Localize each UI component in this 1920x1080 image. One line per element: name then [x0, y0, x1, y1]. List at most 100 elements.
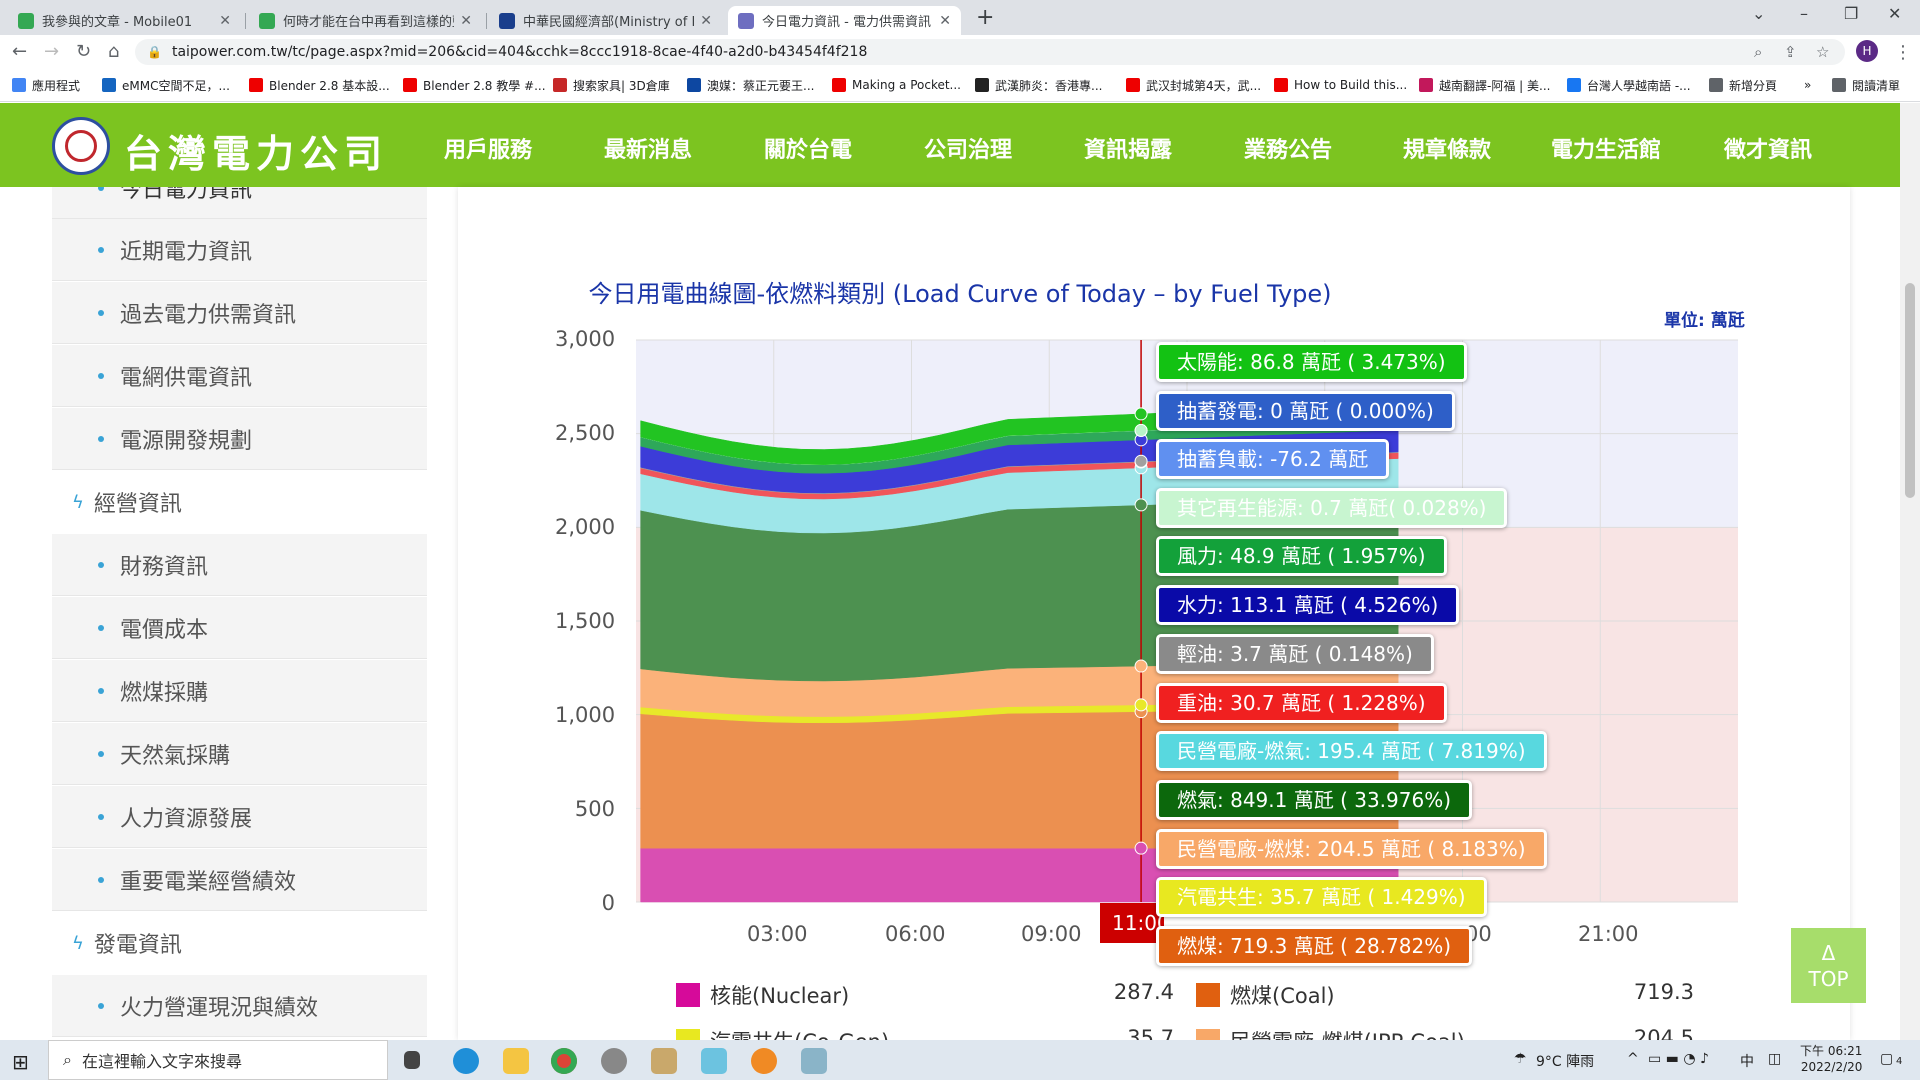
legend-item-nuclear[interactable]: 核能(Nuclear) [676, 980, 849, 1010]
legend-value: 287.4 [1113, 980, 1174, 1004]
bookmark-item[interactable]: 越南翻譯-阿福 | 美... [1419, 77, 1550, 93]
tab-title: 中華民國經濟部(Ministry of Econ [523, 15, 694, 30]
new-tab-icon[interactable]: + [976, 5, 995, 30]
share-icon[interactable]: ⇪ [1784, 43, 1797, 61]
load-curve-chart[interactable] [0, 0, 1920, 1040]
bookmark-item[interactable]: 武汉封城第4天，武... [1126, 77, 1261, 93]
weather-icon[interactable]: ☂ [1514, 1051, 1527, 1067]
browser-tab-active[interactable]: 今日電力資訊 - 電力供需資訊 - 資 ✕ [728, 6, 961, 35]
bookmark-item[interactable]: Blender 2.8 教學 #... [403, 77, 546, 93]
sidebar-heading[interactable]: ϟ 發電資訊 [52, 912, 427, 974]
tray-icons[interactable]: ▭ ▬ ◔ ♪ [1648, 1051, 1709, 1067]
task-view-icon[interactable] [404, 1051, 420, 1069]
sidebar-item-today-power[interactable]: 今日電力資訊 [52, 187, 427, 219]
sidebar-item[interactable]: 重要電業經營績效 [52, 849, 427, 911]
weather-text[interactable]: 9°C 陣雨 [1536, 1054, 1595, 1070]
bookmark-item[interactable]: 台灣人學越南語 -... [1567, 77, 1691, 93]
sidebar-heading[interactable]: ϟ 經營資訊 [52, 471, 427, 533]
taskbar-clock[interactable]: 下午 06:21 2022/2/20 [1800, 1044, 1863, 1074]
site-logo-text[interactable]: 台灣電力公司 [124, 131, 389, 176]
nav-news[interactable]: 最新消息 [604, 138, 693, 163]
reading-list[interactable]: 閱讀清單 [1832, 77, 1900, 93]
page-scrollbar[interactable] [1900, 103, 1920, 1040]
hover-point [1134, 454, 1148, 468]
hover-time-badge: 11:00 [1100, 903, 1170, 943]
sidebar-item[interactable]: 過去電力供需資訊 [52, 282, 427, 344]
nav-power-life[interactable]: 電力生活館 [1551, 138, 1662, 163]
sidebar-item[interactable]: 人力資源發展 [52, 786, 427, 848]
nav-careers[interactable]: 徵才資訊 [1724, 138, 1813, 163]
ime-indicator[interactable]: 中 [1740, 1054, 1754, 1070]
back-icon[interactable]: ← [12, 41, 28, 62]
bookmark-item[interactable]: 武漢肺炎：香港專... [975, 77, 1102, 93]
tooltip-lng: 燃氣: 849.1 萬瓩 ( 33.976%) [1156, 780, 1473, 820]
nav-regulations[interactable]: 規章條款 [1403, 138, 1492, 163]
home-icon[interactable]: ⌂ [108, 41, 120, 62]
legend-item-coal[interactable]: 燃煤(Coal) [1196, 980, 1335, 1010]
hover-point [1134, 698, 1148, 712]
taskbar-search-box[interactable]: ⌕ 在這裡輸入文字來搜尋 [48, 1040, 388, 1080]
forward-icon[interactable]: → [44, 41, 60, 62]
ime-mode-icon[interactable]: ◫ [1768, 1051, 1782, 1067]
minimize-icon[interactable]: – [1800, 4, 1808, 23]
sidebar-item[interactable]: 財務資訊 [52, 534, 427, 596]
app-icon[interactable] [651, 1048, 677, 1074]
chrome-icon[interactable] [551, 1048, 577, 1074]
nav-user-service[interactable]: 用戶服務 [444, 138, 533, 163]
tab-separator [245, 13, 246, 29]
notification-icon[interactable]: ▢ [1880, 1051, 1894, 1067]
lock-icon[interactable]: 🔒 [147, 45, 162, 59]
bookmark-item[interactable]: 澳媒：蔡正元要王... [687, 77, 814, 93]
sidebar-item[interactable]: 火力營運現況與績效 [52, 975, 427, 1037]
bookmark-item[interactable]: How to Build this... [1274, 77, 1407, 93]
app-icon[interactable] [601, 1048, 627, 1074]
sidebar-item[interactable]: 電價成本 [52, 597, 427, 659]
browser-tab[interactable]: 中華民國經濟部(Ministry of Econ ✕ [489, 6, 722, 35]
sidebar-item[interactable]: 電源開發規劃 [52, 408, 427, 470]
tab-close-icon[interactable]: ✕ [700, 12, 712, 29]
sidebar-item[interactable]: 電網供電資訊 [52, 345, 427, 407]
profile-avatar[interactable]: H [1856, 40, 1878, 62]
y-tick-label: 2,000 [555, 515, 616, 539]
hover-point [1134, 659, 1148, 673]
tray-chevron-icon[interactable]: ^ [1627, 1051, 1639, 1067]
back-to-top-button[interactable]: Δ TOP [1791, 928, 1866, 1003]
taipower-logo-icon[interactable] [52, 117, 110, 175]
nav-about[interactable]: 關於台電 [764, 138, 853, 163]
app-icon[interactable] [801, 1048, 827, 1074]
scrollbar-thumb[interactable] [1905, 283, 1915, 498]
nav-announcements[interactable]: 業務公告 [1244, 138, 1333, 163]
browser-tab[interactable]: 何時才能在台中再看到這樣的藍天 ✕ [249, 6, 482, 35]
app-icon[interactable] [701, 1048, 727, 1074]
bookmark-item[interactable]: 新增分頁 [1709, 77, 1777, 93]
tab-close-icon[interactable]: ✕ [460, 12, 472, 29]
restore-icon[interactable]: ❐ [1844, 4, 1859, 23]
sidebar-item[interactable]: 天然氣採購 [52, 723, 427, 785]
tab-close-icon[interactable]: ✕ [939, 12, 951, 29]
bookmark-item[interactable]: 搜索家具| 3D倉庫 [553, 77, 670, 93]
browser-tab[interactable]: 我參與的文章 - Mobile01 ✕ [8, 6, 241, 35]
nav-disclosure[interactable]: 資訊揭露 [1084, 138, 1173, 163]
bookmark-item[interactable]: 應用程式 [12, 77, 80, 93]
star-icon[interactable]: ☆ [1816, 43, 1830, 61]
bookmark-item[interactable]: eMMC空間不足，... [102, 77, 230, 93]
bullet-icon [98, 687, 104, 694]
close-window-icon[interactable]: ✕ [1888, 4, 1902, 23]
tab-close-icon[interactable]: ✕ [219, 12, 231, 29]
tab-search-icon[interactable]: ⌄ [1752, 4, 1766, 23]
sidebar-item[interactable]: 近期電力資訊 [52, 219, 427, 281]
bookmark-item[interactable]: Blender 2.8 基本設... [249, 77, 390, 93]
edge-icon[interactable] [453, 1048, 479, 1074]
bookmark-item[interactable]: Making a Pocket... [832, 77, 961, 93]
bullet-icon [98, 624, 104, 631]
menu-dots-icon[interactable]: ⋮ [1894, 42, 1912, 63]
windows-start-icon[interactable]: ⊞ [12, 1050, 29, 1074]
zoom-icon[interactable]: ⌕ [1754, 43, 1763, 61]
more-bookmarks-icon[interactable]: » [1804, 78, 1812, 92]
sidebar-item[interactable]: 燃煤採購 [52, 660, 427, 722]
blender-icon[interactable] [751, 1048, 777, 1074]
reload-icon[interactable]: ↻ [76, 41, 92, 62]
url-bar[interactable]: 🔒 taipower.com.tw/tc/page.aspx?mid=206&c… [135, 39, 1845, 65]
file-explorer-icon[interactable] [503, 1048, 529, 1074]
nav-governance[interactable]: 公司治理 [924, 138, 1013, 163]
